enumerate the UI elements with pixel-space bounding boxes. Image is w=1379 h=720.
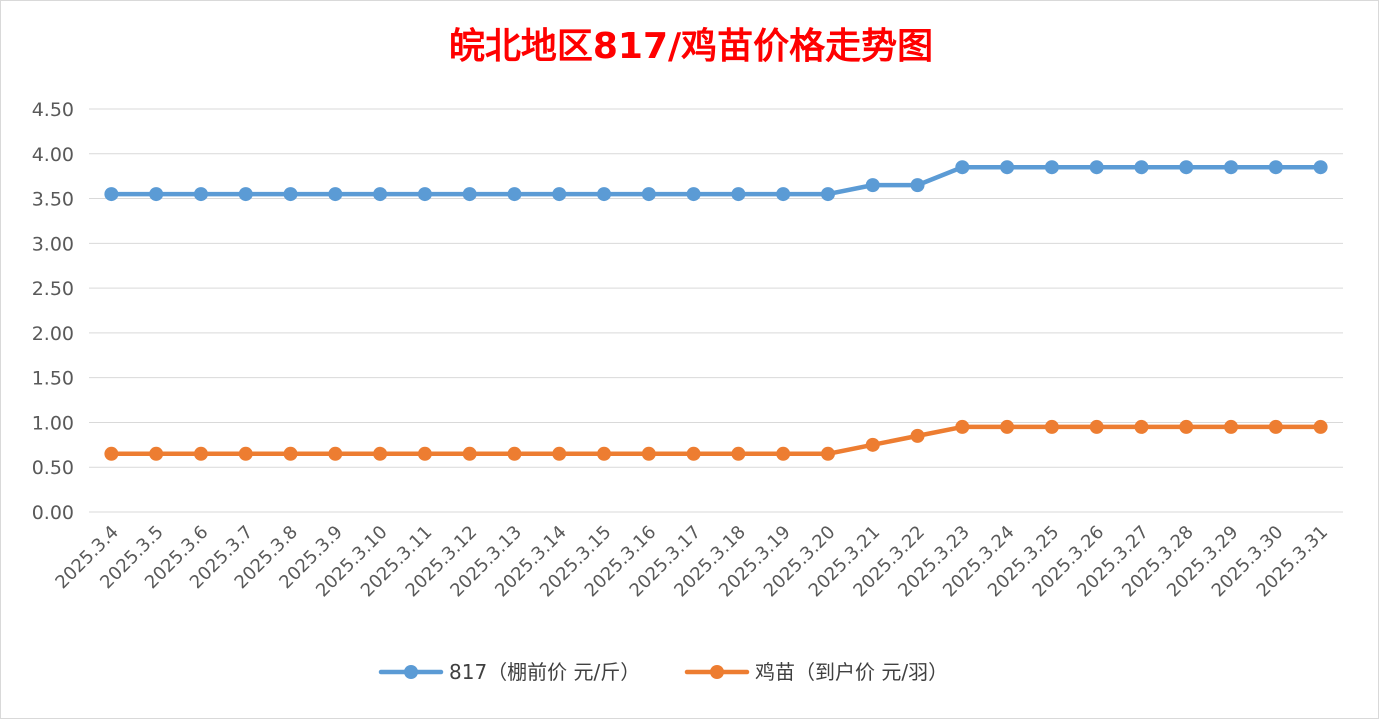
data-point	[328, 446, 343, 461]
data-point	[820, 187, 835, 202]
data-point	[1179, 419, 1194, 434]
data-point	[1044, 419, 1059, 434]
data-point	[373, 187, 388, 202]
legend-label: 鸡苗（到户价 元/羽）	[755, 660, 948, 684]
data-point	[1044, 160, 1059, 175]
series-0	[104, 160, 1328, 202]
data-point	[193, 187, 208, 202]
y-tick-label: 3.50	[32, 189, 74, 211]
data-point	[149, 446, 164, 461]
data-point	[910, 178, 925, 193]
y-tick-label: 4.50	[32, 99, 74, 121]
data-point	[283, 187, 298, 202]
data-point	[1224, 160, 1239, 175]
data-point	[731, 446, 746, 461]
data-point	[507, 187, 522, 202]
data-point	[820, 446, 835, 461]
legend: 817（棚前价 元/斤） 鸡苗（到户价 元/羽）	[378, 660, 948, 684]
data-point	[238, 446, 253, 461]
data-point	[328, 187, 343, 202]
legend-marker	[710, 665, 724, 679]
data-point	[641, 446, 656, 461]
data-point	[1089, 419, 1104, 434]
y-tick-label: 2.50	[32, 278, 74, 300]
data-point	[597, 446, 612, 461]
legend-item: 鸡苗（到户价 元/羽）	[684, 660, 948, 684]
data-point	[910, 428, 925, 443]
data-point	[1089, 160, 1104, 175]
y-tick-label: 0.00	[32, 502, 74, 524]
x-axis-ticks: 2025.3.42025.3.52025.3.62025.3.72025.3.8…	[51, 522, 1332, 602]
data-point	[955, 160, 970, 175]
data-point	[507, 446, 522, 461]
y-tick-label: 1.00	[32, 412, 74, 434]
data-point	[865, 178, 880, 193]
data-point	[686, 446, 701, 461]
gridlines	[89, 108, 1343, 513]
data-point	[104, 446, 119, 461]
data-point	[283, 446, 298, 461]
data-point	[776, 446, 791, 461]
data-point	[597, 187, 612, 202]
y-axis-ticks: 0.00 0.50 1.00 1.50 2.00 2.50 3.00 3.50 4.00 4.50	[32, 99, 74, 524]
data-point	[193, 446, 208, 461]
data-point	[1268, 160, 1283, 175]
data-point	[104, 187, 119, 202]
data-point	[552, 446, 567, 461]
data-point	[1313, 160, 1328, 175]
data-point	[417, 187, 432, 202]
data-point	[149, 187, 164, 202]
data-point	[731, 187, 746, 202]
data-point	[462, 187, 477, 202]
data-point	[552, 187, 567, 202]
legend-item: 817（棚前价 元/斤）	[378, 660, 640, 684]
legend-marker	[404, 665, 418, 679]
y-tick-label: 1.50	[32, 368, 74, 390]
chart-title: 皖北地区817/鸡苗价格走势图	[449, 26, 933, 67]
data-point	[1224, 419, 1239, 434]
data-point	[373, 446, 388, 461]
data-point	[1268, 419, 1283, 434]
y-tick-label: 4.00	[32, 144, 74, 166]
data-point	[955, 419, 970, 434]
data-point	[1000, 419, 1015, 434]
data-point	[1000, 160, 1015, 175]
legend-label: 817（棚前价 元/斤）	[449, 660, 640, 684]
y-tick-label: 0.50	[32, 457, 74, 479]
data-point	[1313, 419, 1328, 434]
data-point	[1134, 160, 1149, 175]
data-point	[1134, 419, 1149, 434]
data-point	[462, 446, 477, 461]
series-line	[109, 164, 1323, 197]
series-layer	[104, 160, 1328, 461]
y-tick-label: 3.00	[32, 233, 74, 255]
data-point	[1179, 160, 1194, 175]
data-point	[417, 446, 432, 461]
data-point	[641, 187, 656, 202]
data-point	[238, 187, 253, 202]
series-1	[104, 419, 1328, 461]
y-tick-label: 2.00	[32, 323, 74, 345]
data-point	[865, 437, 880, 452]
data-point	[776, 187, 791, 202]
series-line	[109, 424, 1323, 457]
data-point	[686, 187, 701, 202]
